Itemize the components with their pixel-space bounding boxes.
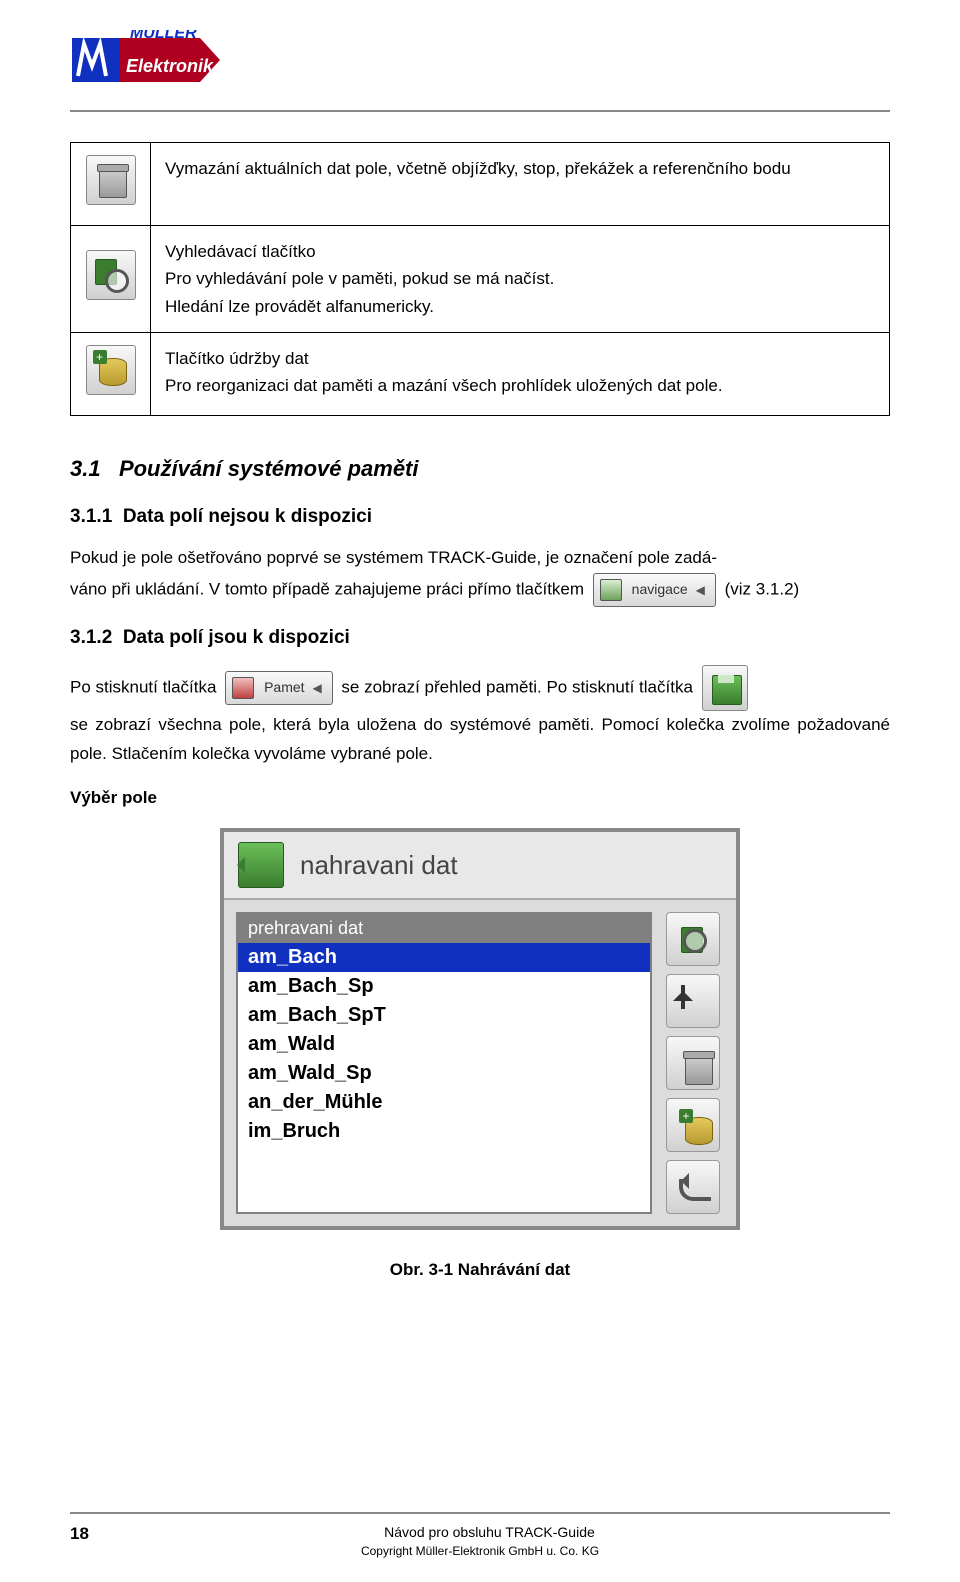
icon-desc: Tlačítko údržby dat Pro reorganizaci dat… (151, 332, 890, 415)
floppy-icon (232, 677, 254, 699)
subsection-num: 3.1.2 (70, 627, 112, 648)
footer-title: Návod pro obsluhu TRACK-Guide (70, 1524, 890, 1540)
button-label: navigace (632, 581, 688, 597)
desc-line: Pro vyhledávání pole v paměti, pokud se … (165, 265, 875, 292)
text: váno při ukládání. V tomto případě zahaj… (70, 579, 584, 598)
section-heading: 3.1 Používání systémové paměti (70, 456, 890, 482)
section-title: Používání systémové paměti (119, 456, 419, 481)
trash-icon[interactable] (666, 1036, 720, 1090)
database-icon[interactable] (666, 1098, 720, 1152)
panel-header: nahravani dat (224, 832, 736, 900)
subsection-title: Data polí jsou k dispozici (123, 627, 350, 648)
field-list[interactable]: prehravani dat am_Bach am_Bach_Sp am_Bac… (236, 912, 652, 1214)
text: se zobrazí přehled paměti. Po stisknutí … (341, 677, 693, 696)
logo-bottom: Elektronik (126, 56, 214, 76)
back-icon[interactable] (666, 1160, 720, 1214)
search-icon-inner (673, 919, 713, 959)
list-item[interactable]: an_der_Mühle (238, 1088, 650, 1117)
list-header: prehravani dat (238, 914, 650, 943)
icon-description-table: Vymazání aktuálních dat pole, včetně obj… (70, 142, 890, 416)
table-row: Tlačítko údržby dat Pro reorganizaci dat… (71, 332, 890, 415)
floppy-load-icon[interactable] (702, 665, 748, 711)
text: se zobrazí všechna pole, která byla ulož… (70, 715, 890, 763)
caption-text: Obr. 3-1 Nahrávání dat (390, 1260, 570, 1279)
trash-icon (86, 155, 136, 205)
pamet-button[interactable]: Pamet ◀ (225, 671, 332, 705)
text: Pokud je pole ošetřováno poprvé se systé… (70, 548, 717, 567)
search-icon (86, 250, 136, 300)
trash-icon-inner (673, 1043, 713, 1083)
subsection-title: Data polí nejsou k dispozici (123, 506, 372, 527)
panel-title: nahravani dat (300, 850, 458, 881)
desc-line: Vyhledávací tlačítko (165, 238, 875, 265)
footer-copyright: Copyright Müller-Elektronik GmbH u. Co. … (70, 1544, 890, 1558)
text: Po stisknutí tlačítka (70, 677, 216, 696)
list-item[interactable]: im_Bruch (238, 1117, 650, 1146)
floppy-load-icon (238, 842, 284, 888)
table-row: Vymazání aktuálních dat pole, včetně obj… (71, 143, 890, 226)
database-icon-inner (673, 1105, 713, 1145)
list-item[interactable]: am_Bach (238, 943, 650, 972)
page-footer: 18 Návod pro obsluhu TRACK-Guide Copyrig… (70, 1512, 890, 1558)
database-icon (86, 345, 136, 395)
select-field-label: Výběr pole (70, 788, 890, 808)
list-item[interactable]: am_Wald (238, 1030, 650, 1059)
figure-caption: Obr. 3-1 Nahrávání dat (70, 1260, 890, 1280)
button-label: Pamet (264, 679, 304, 695)
list-item[interactable]: am_Wald_Sp (238, 1059, 650, 1088)
search-icon[interactable] (666, 912, 720, 966)
paragraph: Pokud je pole ošetřováno poprvé se systé… (70, 544, 890, 607)
load-data-panel: nahravani dat prehravani dat am_Bach am_… (220, 828, 740, 1230)
text: (viz 3.1.2) (725, 579, 800, 598)
navigace-button[interactable]: navigace ◀ (593, 573, 716, 607)
logo: MÜLLER Elektronik (70, 30, 890, 90)
desc-line: Vymazání aktuálních dat pole, včetně obj… (165, 159, 791, 178)
panel-side-toolbar (662, 912, 724, 1214)
list-item[interactable]: am_Bach_Sp (238, 972, 650, 1001)
subsection-num: 3.1.1 (70, 506, 112, 527)
desc-line: Pro reorganizaci dat paměti a mazání vše… (165, 372, 875, 399)
paragraph: Po stisknutí tlačítka Pamet ◀ se zobrazí… (70, 665, 890, 769)
divider-top (70, 110, 890, 112)
logo-top: MÜLLER (130, 30, 197, 42)
icon-desc: Vyhledávací tlačítko Pro vyhledávání pol… (151, 226, 890, 333)
chevron-left-icon: ◀ (312, 678, 321, 698)
scroll-up-icon[interactable] (666, 974, 720, 1028)
desc-line: Tlačítko údržby dat (165, 345, 875, 372)
chevron-left-icon: ◀ (696, 580, 705, 600)
desc-line: Hledání lze provádět alfanumericky. (165, 293, 875, 320)
icon-desc: Vymazání aktuálních dat pole, včetně obj… (151, 143, 890, 226)
subsection-heading: 3.1.2 Data polí jsou k dispozici (70, 627, 890, 649)
list-item[interactable]: am_Bach_SpT (238, 1001, 650, 1030)
page-number: 18 (70, 1524, 89, 1544)
table-row: Vyhledávací tlačítko Pro vyhledávání pol… (71, 226, 890, 333)
section-num: 3.1 (70, 456, 101, 481)
shield-icon (600, 579, 622, 601)
subsection-heading: 3.1.1 Data polí nejsou k dispozici (70, 506, 890, 528)
